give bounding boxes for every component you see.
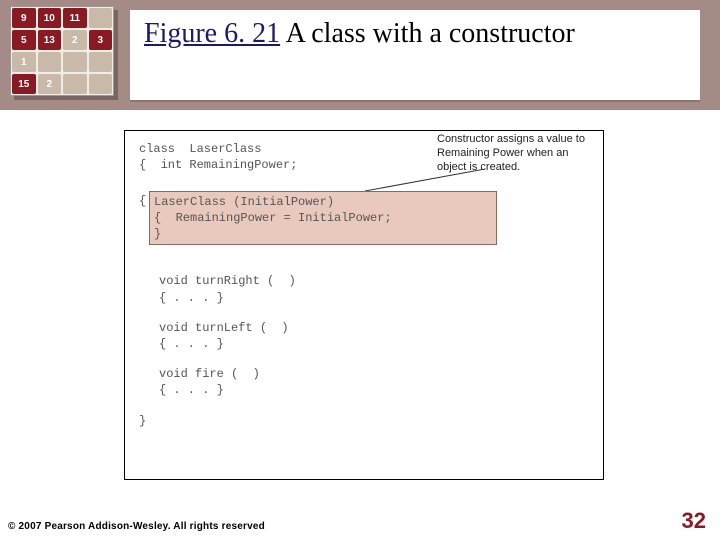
code-line: { RemainingPower = InitialPower; [154,210,492,226]
thumbnail-tile: 2 [63,30,87,50]
thumbnail-tile: 13 [38,30,62,50]
code-line: { . . . } [139,336,589,352]
code-line: { . . . } [139,290,589,306]
thumbnail-tile: 11 [63,8,87,28]
code-line: void fire ( ) [139,366,589,382]
code-line: LaserClass (InitialPower) [154,194,492,210]
book-thumbnail: 91011513231152 [10,6,114,96]
thumbnail-tile: 10 [38,8,62,28]
figure-number: Figure 6. 21 [144,18,280,49]
thumbnail-tile: 1 [12,52,36,72]
constructor-highlight: LaserClass (InitialPower) { RemainingPow… [149,191,497,245]
copyright-footer: © 2007 Pearson Addison-Wesley. All right… [8,521,265,532]
code-line: } [139,413,589,429]
thumbnail-tile: 3 [89,30,113,50]
code-line: void turnLeft ( ) [139,320,589,336]
figure-title: Figure 6. 21 A class with a constructor [144,18,686,50]
figure-description: A class with a constructor [280,18,575,49]
thumbnail-tile [38,52,62,72]
thumbnail-tile [63,74,87,94]
thumbnail-tile [89,8,113,28]
thumbnail-tile [63,52,87,72]
constructor-annotation: Constructor assigns a value to Remaining… [437,133,597,174]
thumbnail-tile: 9 [12,8,36,28]
thumbnail-tile: 15 [12,74,36,94]
code-line: } [154,226,492,242]
page-number: 32 [682,508,706,534]
code-line: { . . . } [139,382,589,398]
thumbnail-tile: 2 [38,74,62,94]
code-brace: { [139,193,146,209]
code-diagram: Constructor assigns a value to Remaining… [124,130,604,480]
code-line: void turnRight ( ) [139,273,589,289]
thumbnail-tile: 5 [12,30,36,50]
thumbnail-tile [89,52,113,72]
thumbnail-tile [89,74,113,94]
title-block: Figure 6. 21 A class with a constructor [130,10,700,100]
